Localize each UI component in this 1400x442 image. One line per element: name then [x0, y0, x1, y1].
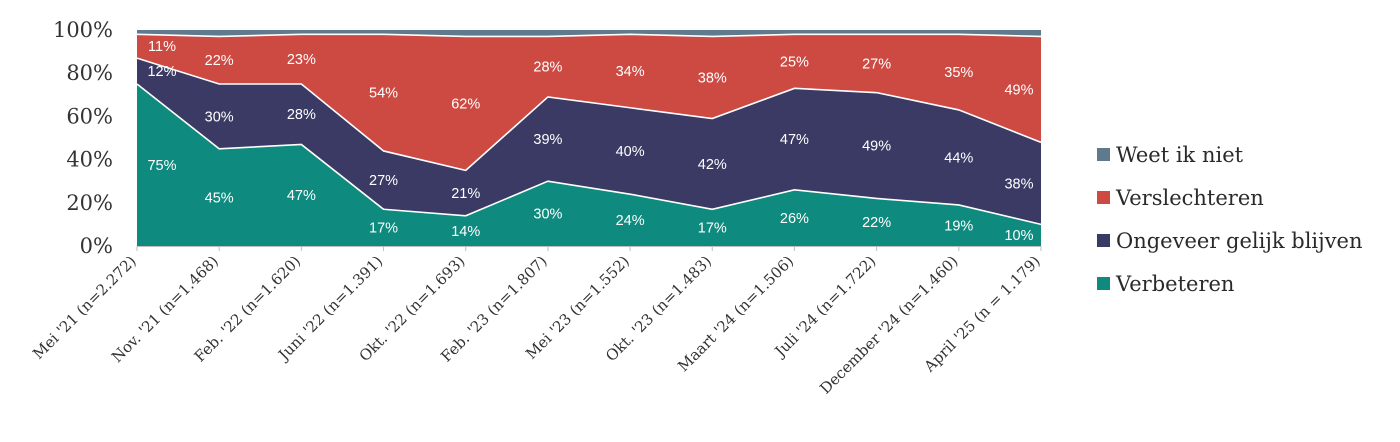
y-tick-label: 100% — [53, 18, 113, 42]
legend-label-verbeteren: Verbeteren — [1115, 272, 1234, 296]
data-label-verslechteren: 27% — [862, 56, 891, 72]
data-label-verslechteren: 11% — [148, 39, 176, 55]
data-label-verbeteren: 26% — [780, 211, 809, 227]
data-label-verslechteren: 22% — [205, 53, 234, 69]
data-label-ongeveer-gelijk-blijven: 21% — [451, 186, 480, 202]
data-labels: 75% 45% 47% 17% 14% 30% 24% 17% 26% 22% 19% 10% 12% 3… — [147, 39, 1033, 244]
y-axis: 0% 20% 40% 60% 80% 100% — [53, 18, 113, 258]
data-label-verbeteren: 17% — [698, 221, 727, 237]
data-label-ongeveer-gelijk-blijven: 44% — [944, 150, 973, 166]
data-label-verbeteren: 10% — [1004, 228, 1033, 244]
y-tick-label: 60% — [66, 104, 113, 128]
data-label-verslechteren: 38% — [698, 71, 727, 87]
area-verbeteren — [137, 84, 1041, 246]
area-weet-ik-niet — [137, 30, 1041, 37]
area-layer — [137, 30, 1041, 246]
data-label-verslechteren: 54% — [369, 86, 398, 102]
data-label-verbeteren: 19% — [944, 218, 973, 234]
boundary-ongeveer-gelijk-blijven — [136, 57, 1042, 172]
data-label-verbeteren: 22% — [862, 215, 891, 231]
boundary-verbeteren — [136, 83, 1042, 226]
data-label-verbeteren: 17% — [369, 221, 398, 237]
data-label-ongeveer-gelijk-blijven: 12% — [147, 64, 176, 80]
data-label-verbeteren: 75% — [147, 158, 176, 174]
data-label-ongeveer-gelijk-blijven: 47% — [780, 132, 809, 148]
x-axis: Mei '21 (n=2.272)Nov. '21 (n=1.468)Feb. … — [29, 246, 1044, 398]
legend-label-weet-ik-niet: Weet ik niet — [1116, 143, 1244, 167]
data-label-verslechteren: 25% — [780, 54, 809, 70]
data-label-verslechteren: 35% — [944, 65, 973, 81]
legend-swatch-weet-ik-niet — [1097, 148, 1110, 161]
area-ongeveer-gelijk-blijven — [137, 58, 1041, 225]
data-label-verbeteren: 47% — [287, 188, 316, 204]
data-label-verslechteren: 28% — [533, 60, 562, 76]
data-label-verslechteren: 23% — [287, 52, 316, 68]
data-label-ongeveer-gelijk-blijven: 30% — [205, 109, 234, 125]
data-label-ongeveer-gelijk-blijven: 27% — [369, 173, 398, 189]
data-label-verslechteren: 34% — [616, 64, 645, 80]
legend-label-verslechteren: Verslechteren — [1115, 186, 1264, 210]
legend-label-ongeveer-gelijk-blijven: Ongeveer gelijk blijven — [1116, 229, 1362, 253]
legend-swatch-verbeteren — [1097, 277, 1110, 290]
y-tick-label: 40% — [66, 148, 113, 172]
data-label-verbeteren: 14% — [451, 224, 480, 240]
boundary-lines — [136, 33, 1042, 226]
data-label-ongeveer-gelijk-blijven: 42% — [698, 157, 727, 173]
y-tick-label: 20% — [66, 191, 113, 215]
data-label-ongeveer-gelijk-blijven: 40% — [616, 144, 645, 160]
y-tick-label: 0% — [80, 234, 113, 258]
data-label-ongeveer-gelijk-blijven: 49% — [862, 139, 891, 155]
x-tick-label: December '24 (n=1.460) — [816, 252, 961, 397]
legend-swatch-ongeveer-gelijk-blijven — [1097, 234, 1110, 247]
data-label-ongeveer-gelijk-blijven: 28% — [287, 107, 316, 123]
data-label-verbeteren: 45% — [205, 190, 234, 206]
data-label-verslechteren: 49% — [1004, 82, 1033, 98]
data-label-ongeveer-gelijk-blijven: 38% — [1004, 176, 1033, 192]
data-label-verslechteren: 62% — [451, 96, 480, 112]
boundary-verslechteren — [136, 33, 1042, 38]
y-tick-label: 80% — [66, 61, 113, 85]
legend-swatch-verslechteren — [1097, 191, 1110, 204]
legend: Weet ik niet Verslechteren Ongeveer gelijk… — [1097, 143, 1362, 296]
data-label-verbeteren: 30% — [533, 207, 562, 223]
data-label-verbeteren: 24% — [616, 213, 645, 229]
data-label-ongeveer-gelijk-blijven: 39% — [533, 132, 562, 148]
